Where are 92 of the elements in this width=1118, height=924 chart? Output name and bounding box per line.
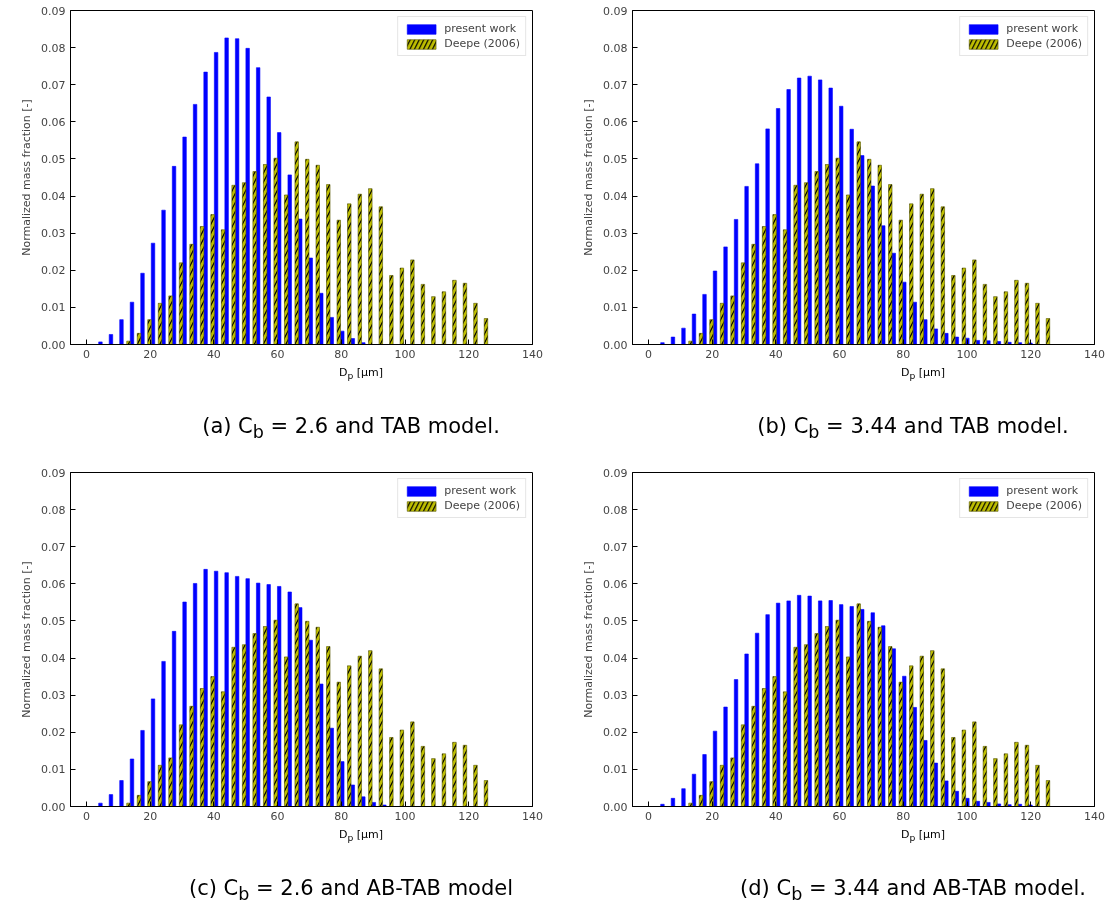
x-tick-label: 120: [458, 809, 480, 823]
legend-label: present work: [1006, 22, 1079, 35]
x-tick-label: 140: [1084, 347, 1105, 361]
y-tick-label: 0.08: [603, 503, 628, 517]
x-tick-label: 80: [334, 809, 349, 823]
y-tick-label: 0.05: [41, 614, 66, 628]
x-tick-label: 40: [768, 809, 783, 823]
y-tick-label: 0.01: [41, 763, 66, 777]
y-tick-label: 0.07: [41, 78, 66, 92]
x-tick-label: 100: [394, 347, 416, 361]
y-tick-label: 0.08: [41, 503, 66, 517]
x-tick-label: 60: [270, 347, 285, 361]
y-tick-label: 0.09: [603, 466, 628, 480]
x-tick-label: 80: [896, 809, 911, 823]
legend-label: present work: [444, 484, 517, 497]
x-tick-label: 20: [705, 809, 720, 823]
y-tick-label: 0.05: [41, 152, 66, 166]
y-tick-label: 0.02: [603, 726, 628, 740]
y-axis-title: Normalized mass fraction [-]: [582, 99, 596, 256]
y-tick-label: 0.06: [41, 577, 66, 591]
text: (c) C$_{b}$ = 2.6 and AB-TAB model: [188, 875, 514, 907]
x-tick-label: 120: [1020, 347, 1042, 361]
x-tick-label: 100: [956, 809, 978, 823]
x-tick-label: 60: [832, 809, 847, 823]
x-tick-label: 140: [1084, 809, 1105, 823]
y-tick-label: 0.03: [41, 227, 66, 241]
y-tick-label: 0.06: [603, 577, 628, 591]
y-tick-label: 0.02: [603, 264, 628, 278]
y-tick-label: 0.03: [603, 689, 628, 703]
text: (b) C$_{b}$ = 3.44 and TAB model.: [757, 413, 1069, 445]
y-tick-label: 0.05: [603, 614, 628, 628]
y-tick-label: 0.04: [41, 652, 66, 666]
y-tick-label: 0.03: [603, 227, 628, 241]
y-tick-label: 0.01: [603, 763, 628, 777]
y-axis-title: Normalized mass fraction [-]: [20, 561, 34, 718]
text: (a) C$_{b}$ = 2.6 and TAB model.: [202, 413, 500, 445]
x-tick-label: 60: [832, 347, 847, 361]
y-tick-label: 0.07: [603, 540, 628, 554]
y-tick-label: 0.00: [41, 800, 66, 814]
text: (d) C$_{b}$ = 3.44 and AB-TAB model.: [740, 875, 1086, 907]
x-tick-label: 120: [458, 347, 480, 361]
legend-label: Deepe (2006): [444, 37, 520, 50]
x-tick-label: 20: [705, 347, 720, 361]
x-tick-label: 60: [270, 809, 285, 823]
legend-label: present work: [444, 22, 517, 35]
y-tick-label: 0.09: [41, 466, 66, 480]
y-tick-label: 0.07: [603, 78, 628, 92]
x-axis-title: D$_{p}$ [µm]: [900, 827, 946, 845]
legend-label: Deepe (2006): [444, 499, 520, 512]
y-tick-label: 0.00: [603, 800, 628, 814]
legend-label: Deepe (2006): [1006, 37, 1082, 50]
x-tick-label: 100: [956, 347, 978, 361]
x-tick-label: 40: [206, 347, 221, 361]
y-tick-label: 0.07: [41, 540, 66, 554]
y-tick-label: 0.04: [41, 190, 66, 204]
legend-label: Deepe (2006): [1006, 499, 1082, 512]
y-tick-label: 0.08: [41, 41, 66, 55]
x-tick-label: 40: [768, 347, 783, 361]
x-tick-label: 80: [334, 347, 349, 361]
x-axis-title: D$_{p}$ [µm]: [338, 827, 384, 845]
x-tick-label: 0: [82, 809, 90, 823]
y-axis-title: Normalized mass fraction [-]: [582, 561, 596, 718]
y-tick-label: 0.03: [41, 689, 66, 703]
y-tick-label: 0.01: [41, 301, 66, 315]
x-tick-label: 20: [143, 347, 158, 361]
y-tick-label: 0.01: [603, 301, 628, 315]
x-axis-title: D$_{p}$ [µm]: [338, 365, 384, 383]
y-tick-label: 0.06: [603, 115, 628, 129]
y-tick-label: 0.05: [603, 152, 628, 166]
x-tick-label: 100: [394, 809, 416, 823]
x-tick-label: 0: [644, 347, 652, 361]
x-tick-label: 0: [82, 347, 90, 361]
y-tick-label: 0.09: [603, 4, 628, 18]
y-tick-label: 0.09: [41, 4, 66, 18]
y-tick-label: 0.00: [603, 338, 628, 352]
y-tick-label: 0.02: [41, 264, 66, 278]
y-tick-label: 0.04: [603, 652, 628, 666]
x-tick-label: 80: [896, 347, 911, 361]
x-tick-label: 120: [1020, 809, 1042, 823]
legend-label: present work: [1006, 484, 1079, 497]
y-axis-title: Normalized mass fraction [-]: [20, 99, 34, 256]
x-tick-label: 40: [206, 809, 221, 823]
x-axis-title: D$_{p}$ [µm]: [900, 365, 946, 383]
y-tick-label: 0.04: [603, 190, 628, 204]
x-tick-label: 140: [522, 347, 543, 361]
y-tick-label: 0.00: [41, 338, 66, 352]
x-tick-label: 20: [143, 809, 158, 823]
y-tick-label: 0.08: [603, 41, 628, 55]
y-tick-label: 0.06: [41, 115, 66, 129]
y-tick-label: 0.02: [41, 726, 66, 740]
x-tick-label: 0: [644, 809, 652, 823]
x-tick-label: 140: [522, 809, 543, 823]
